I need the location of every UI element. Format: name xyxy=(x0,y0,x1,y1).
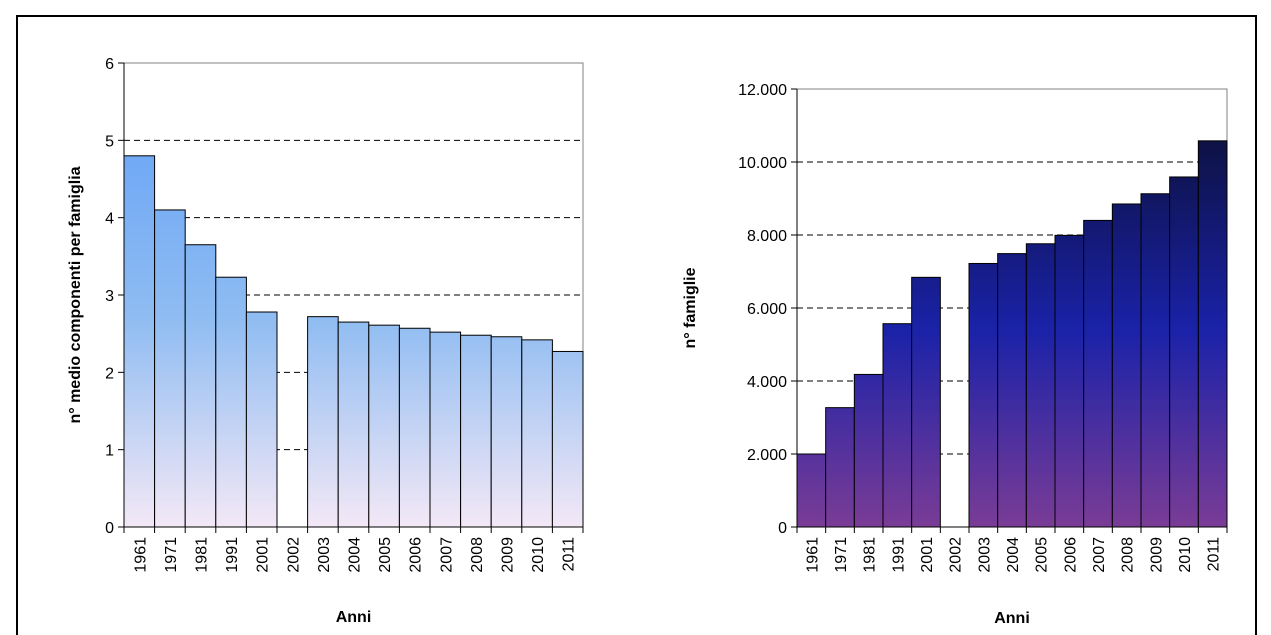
x-tick-label: 1991 xyxy=(224,537,241,573)
bar-1991 xyxy=(215,276,247,528)
x-tick-label: 2002 xyxy=(285,537,302,573)
y-tick-label: 5 xyxy=(105,133,114,150)
bar-1981 xyxy=(184,244,217,528)
bar-2005 xyxy=(1025,243,1056,528)
bar-2006 xyxy=(398,327,431,528)
bar-2004 xyxy=(997,253,1027,528)
bar-2008 xyxy=(1111,203,1142,528)
bar-2010 xyxy=(521,339,553,528)
bar-2009 xyxy=(490,336,523,528)
x-tick-label: 1961 xyxy=(804,537,821,573)
x-tick-label: 1981 xyxy=(862,537,879,573)
x-tick-label: 2003 xyxy=(316,537,333,573)
bar-1971 xyxy=(825,407,855,528)
x-tick-label: 2001 xyxy=(919,537,936,573)
x-tick-label: 2005 xyxy=(1034,537,1051,573)
x-axis-title: Anni xyxy=(336,609,372,626)
bar-2011 xyxy=(551,350,584,528)
x-tick-label: 2011 xyxy=(1206,537,1223,572)
y-tick-label: 6.000 xyxy=(747,301,787,318)
bar-2004 xyxy=(337,321,370,528)
x-tick-label: 2009 xyxy=(500,537,517,573)
x-tick-label: 2010 xyxy=(530,537,547,573)
y-tick-label: 3 xyxy=(105,288,114,305)
bar-1981 xyxy=(853,373,884,528)
bar-1961 xyxy=(123,155,156,528)
y-tick-label: 10.000 xyxy=(738,155,787,172)
x-tick-label: 2006 xyxy=(408,537,425,573)
x-tick-label: 2004 xyxy=(1005,537,1022,573)
bar-1961 xyxy=(796,453,827,528)
x-tick-label: 2008 xyxy=(1120,537,1137,573)
y-tick-label: 4 xyxy=(105,211,114,228)
bar-2009 xyxy=(1140,193,1171,528)
chart-panel-right: 0 2.000 4.000 6.000 8.000 10.000 12.000 1961 197… xyxy=(637,15,1257,635)
y-tick-label: 0 xyxy=(105,520,114,537)
bar-2007 xyxy=(429,331,462,528)
bar-2008 xyxy=(460,334,492,528)
bar-2003 xyxy=(307,316,339,528)
x-tick-label: 1961 xyxy=(132,537,149,573)
x-tick-label: 2006 xyxy=(1062,537,1079,573)
x-tick-label: 2010 xyxy=(1177,537,1194,573)
x-tick-label: 2011 xyxy=(561,537,578,572)
x-tick-label: 2005 xyxy=(377,537,394,573)
x-tick-label: 1971 xyxy=(163,537,180,573)
x-tick-label: 2004 xyxy=(347,537,364,573)
chart-average-household-size: 0 1 2 3 4 5 6 1961 1971 1981 1991 2001 2002 2003 2004 2… xyxy=(67,56,584,626)
bar-1991 xyxy=(882,323,913,528)
bar-2001 xyxy=(911,276,941,528)
x-tick-label: 2001 xyxy=(255,537,272,573)
y-tick-label: 2.000 xyxy=(747,447,787,464)
x-tick-label: 2007 xyxy=(1091,537,1108,573)
bar-2010 xyxy=(1169,176,1199,528)
y-axis-title: n° medio componenti per famiglia xyxy=(67,166,84,423)
y-tick-label: 4.000 xyxy=(747,374,787,391)
bar-2011 xyxy=(1197,140,1228,528)
x-tick-label: 1991 xyxy=(890,537,907,573)
x-tick-label: 2003 xyxy=(976,537,993,573)
chart-panel-left: 0 1 2 3 4 5 6 1961 1971 1981 1991 2001 2002 2003 2004 2… xyxy=(16,15,639,635)
x-axis-title: Anni xyxy=(994,610,1030,627)
bar-2006 xyxy=(1054,234,1085,528)
y-axis-title: n° famiglie xyxy=(682,267,699,348)
bar-2003 xyxy=(968,262,999,528)
bar-2001 xyxy=(245,311,278,528)
x-tick-label: 2002 xyxy=(948,537,965,573)
x-tick-label: 1981 xyxy=(194,537,211,573)
y-tick-label: 12.000 xyxy=(738,82,787,99)
y-tick-label: 0 xyxy=(778,520,787,537)
y-tick-label: 6 xyxy=(105,56,114,73)
x-tick-label: 2008 xyxy=(469,537,486,573)
bar-2007 xyxy=(1083,219,1113,528)
x-tick-label: 1971 xyxy=(833,537,850,573)
bar-2005 xyxy=(368,324,400,528)
chart-number-of-households: 0 2.000 4.000 6.000 8.000 10.000 12.000 1961 197… xyxy=(682,82,1228,627)
x-tick-label: 2007 xyxy=(438,537,455,573)
y-tick-label: 8.000 xyxy=(747,228,787,245)
x-tick-label: 2009 xyxy=(1148,537,1165,573)
y-tick-label: 2 xyxy=(105,365,114,382)
y-tick-label: 1 xyxy=(105,443,114,460)
bar-1971 xyxy=(154,209,186,528)
